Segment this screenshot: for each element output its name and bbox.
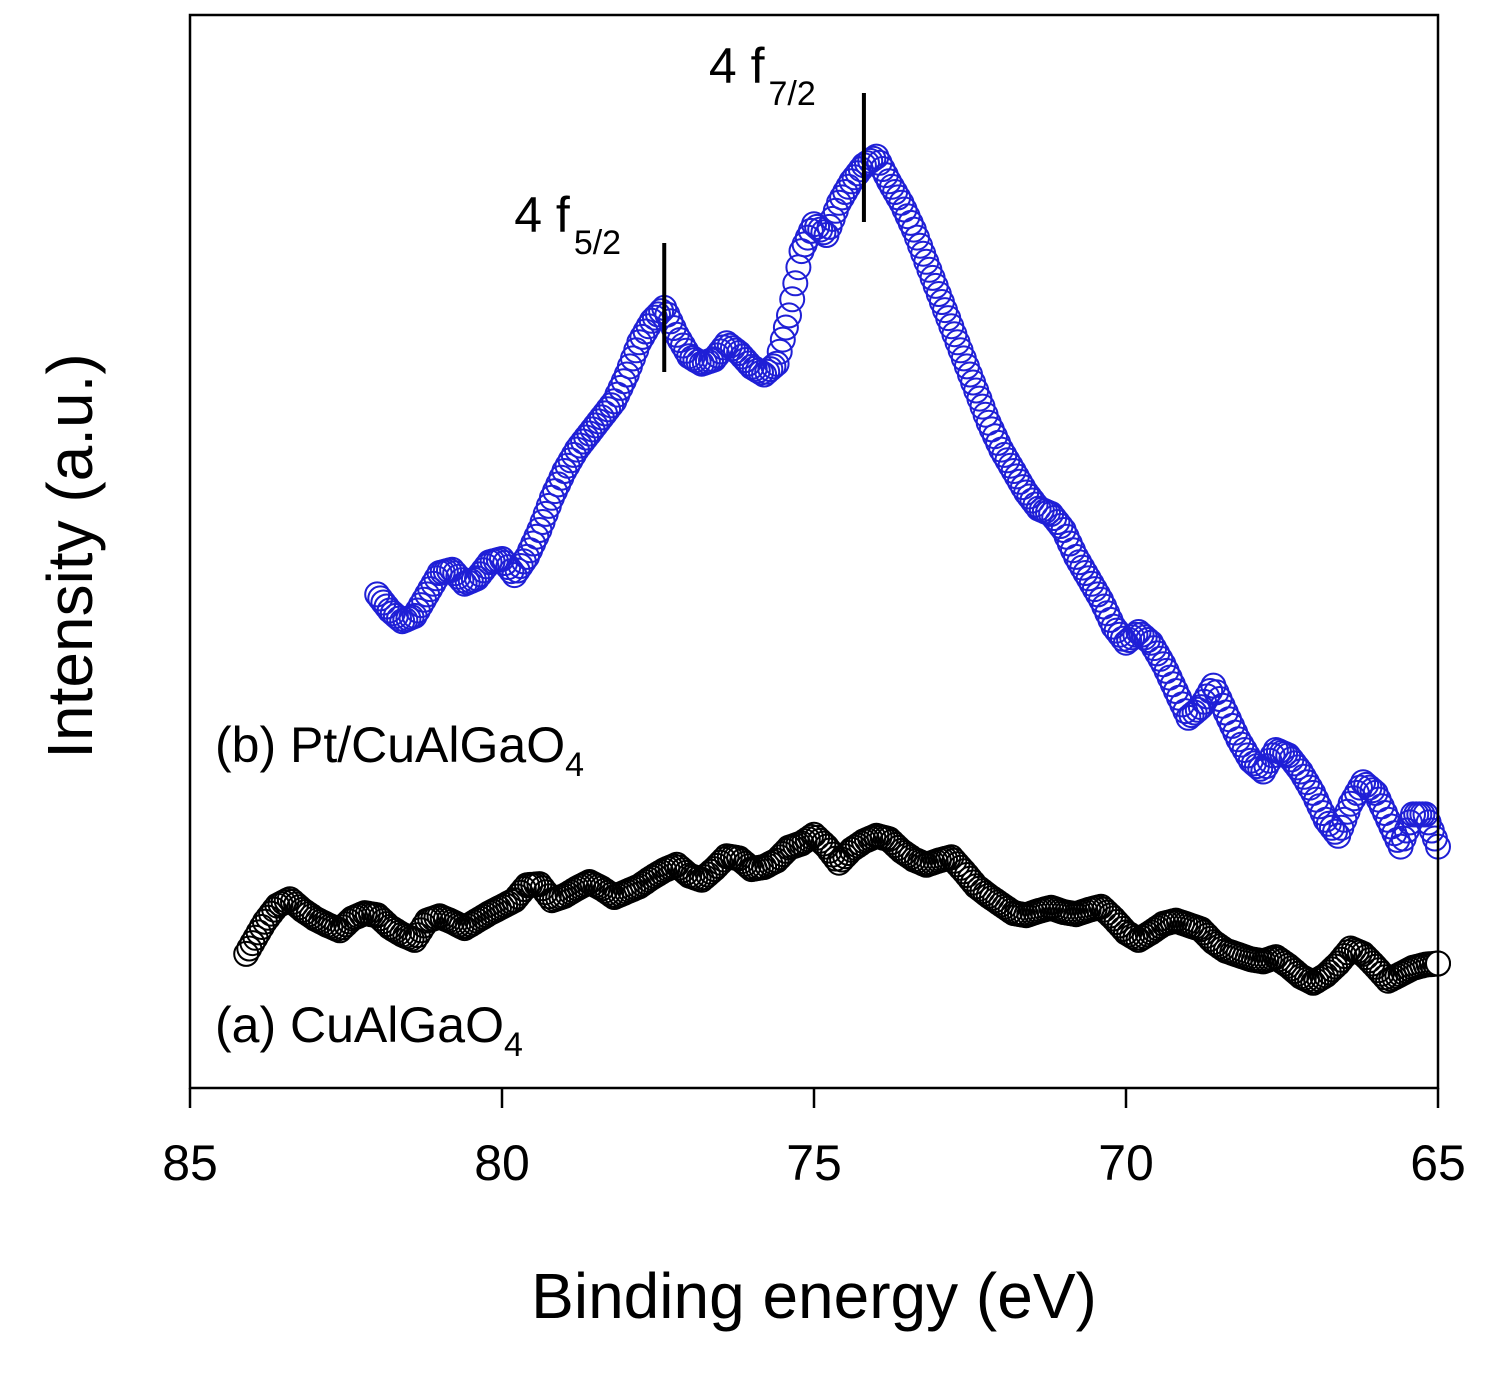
- series-b-point: [1134, 627, 1161, 653]
- series-b-point: [645, 301, 671, 328]
- series-b-point: [766, 338, 793, 365]
- peak-label-sub: 7/2: [769, 75, 816, 113]
- series-b-point: [782, 270, 809, 297]
- series-a-point: [535, 883, 562, 910]
- series-b-point: [810, 219, 837, 246]
- series-b-point: [860, 145, 887, 172]
- series-a-point: [573, 870, 600, 897]
- series-b-point: [648, 298, 675, 325]
- y-axis-title: Intensity (a.u.): [34, 353, 106, 759]
- series-label-a-main: (a) CuAlGaO: [215, 997, 504, 1053]
- series-label-b-main: (b) Pt/CuAlGaO: [215, 717, 565, 773]
- x-axis-ticks: [188, 1088, 1440, 1108]
- series-b-point: [379, 600, 406, 627]
- series-b-point: [1281, 750, 1308, 777]
- series-a-point: [794, 826, 821, 853]
- series-a-point: [507, 879, 534, 906]
- peak-label-5-2: 4 f 5/2: [514, 187, 621, 262]
- series-b-point: [754, 358, 781, 385]
- series-b-point: [869, 156, 896, 182]
- peak-label-7-2: 4 f 7/2: [709, 38, 816, 113]
- series-label-b-sub: 4: [565, 746, 584, 784]
- series-b-point: [804, 213, 831, 240]
- peak-annotations: 4 f 5/24 f 7/2: [514, 38, 866, 372]
- series-b-point: [744, 357, 771, 384]
- x-axis-tick-labels: 85 80 75 70 65: [162, 1135, 1466, 1191]
- peak-label-main: 4 f: [709, 38, 765, 94]
- series-b-point: [772, 314, 799, 341]
- series-b-point: [785, 254, 812, 281]
- series-b-point: [501, 562, 528, 589]
- series-b-point: [854, 150, 880, 177]
- series-label-a-sub: 4: [504, 1026, 523, 1064]
- series-a-point: [629, 871, 656, 898]
- x-tick-label-75: 75: [786, 1135, 842, 1191]
- series-b-point: [504, 557, 531, 584]
- series-b-point: [835, 173, 862, 200]
- series-b-point: [757, 356, 784, 383]
- series-b-point: [1044, 509, 1071, 535]
- series-b-point: [1010, 474, 1036, 501]
- series-b-point: [779, 286, 806, 313]
- series-a-point: [448, 913, 475, 940]
- x-tick-label-85: 85: [162, 1135, 218, 1191]
- series-b-pt-cualgao4: [364, 143, 1451, 860]
- series-a-cualgao4: [233, 821, 1451, 996]
- x-tick-label-65: 65: [1410, 1135, 1466, 1191]
- plot-frame: [188, 13, 1440, 1090]
- series-label-a: (a) CuAlGaO4: [215, 997, 523, 1064]
- series-a-point: [991, 893, 1018, 920]
- series-b-point: [769, 326, 796, 353]
- series-b-point: [1119, 624, 1146, 651]
- series-b-point: [1122, 621, 1149, 648]
- series-b-point: [1116, 627, 1143, 653]
- series-b-point: [507, 553, 534, 579]
- series-b-point: [763, 350, 790, 377]
- series-b-point: [1240, 750, 1267, 777]
- series-b-point: [1184, 696, 1211, 723]
- peak-label-sub: 5/2: [574, 224, 621, 262]
- series-b-point: [682, 347, 709, 373]
- series-a-point: [292, 899, 319, 925]
- peak-label-main: 4 f: [514, 187, 570, 243]
- x-tick-label-70: 70: [1098, 1135, 1154, 1191]
- series-b-point: [760, 353, 787, 380]
- series-b-point: [423, 565, 450, 592]
- series-a-point: [248, 914, 275, 940]
- x-axis-title: Binding energy (eV): [531, 1260, 1097, 1332]
- series-b-point: [595, 396, 622, 423]
- series-label-b: (b) Pt/CuAlGaO4: [215, 717, 584, 784]
- series-a-point: [1122, 925, 1149, 951]
- series-a-point: [270, 889, 297, 916]
- series-b-point: [1318, 814, 1345, 841]
- series-b-point: [776, 302, 802, 329]
- x-tick-label-80: 80: [474, 1135, 530, 1191]
- series-b-point: [1022, 491, 1049, 518]
